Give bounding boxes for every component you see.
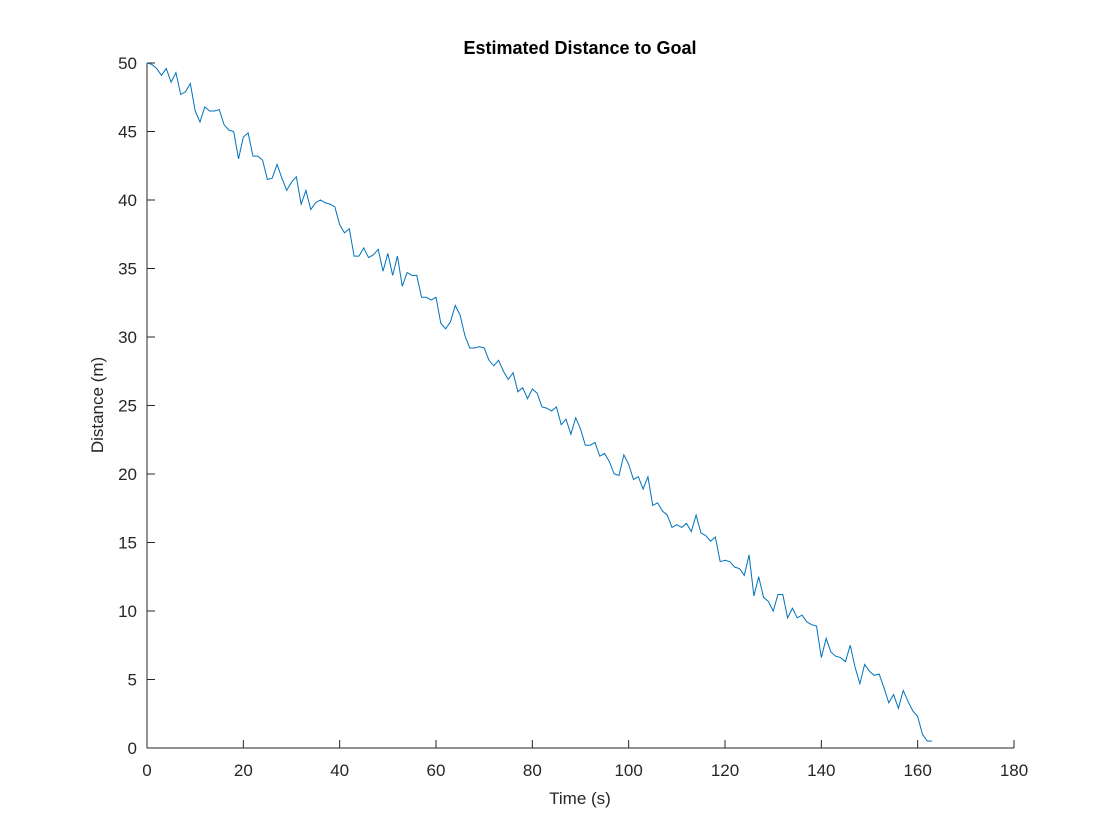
- y-tick-label: 10: [118, 602, 137, 621]
- x-tick-label: 40: [330, 761, 349, 780]
- y-tick-label: 20: [118, 465, 137, 484]
- x-axis-label: Time (s): [549, 789, 611, 808]
- y-tick-label: 30: [118, 328, 137, 347]
- x-tick-label: 120: [711, 761, 739, 780]
- y-axis-label: Distance (m): [88, 357, 107, 453]
- chart-title: Estimated Distance to Goal: [463, 38, 696, 58]
- y-tick-label: 0: [128, 739, 137, 758]
- y-tick-label: 35: [118, 260, 137, 279]
- y-tick-label: 40: [118, 191, 137, 210]
- data-line: [146, 62, 933, 742]
- y-tick-label: 50: [118, 54, 137, 73]
- x-tick-label: 60: [427, 761, 446, 780]
- x-tick-label: 20: [234, 761, 253, 780]
- y-tick-label: 5: [128, 671, 137, 690]
- x-tick-label: 100: [614, 761, 642, 780]
- x-tick-label: 0: [142, 761, 151, 780]
- x-tick-label: 140: [807, 761, 835, 780]
- x-tick-label: 180: [1000, 761, 1028, 780]
- x-tick-label: 160: [903, 761, 931, 780]
- y-tick-label: 15: [118, 534, 137, 553]
- x-tick-label: 80: [523, 761, 542, 780]
- y-tick-label: 25: [118, 397, 137, 416]
- y-tick-label: 45: [118, 123, 137, 142]
